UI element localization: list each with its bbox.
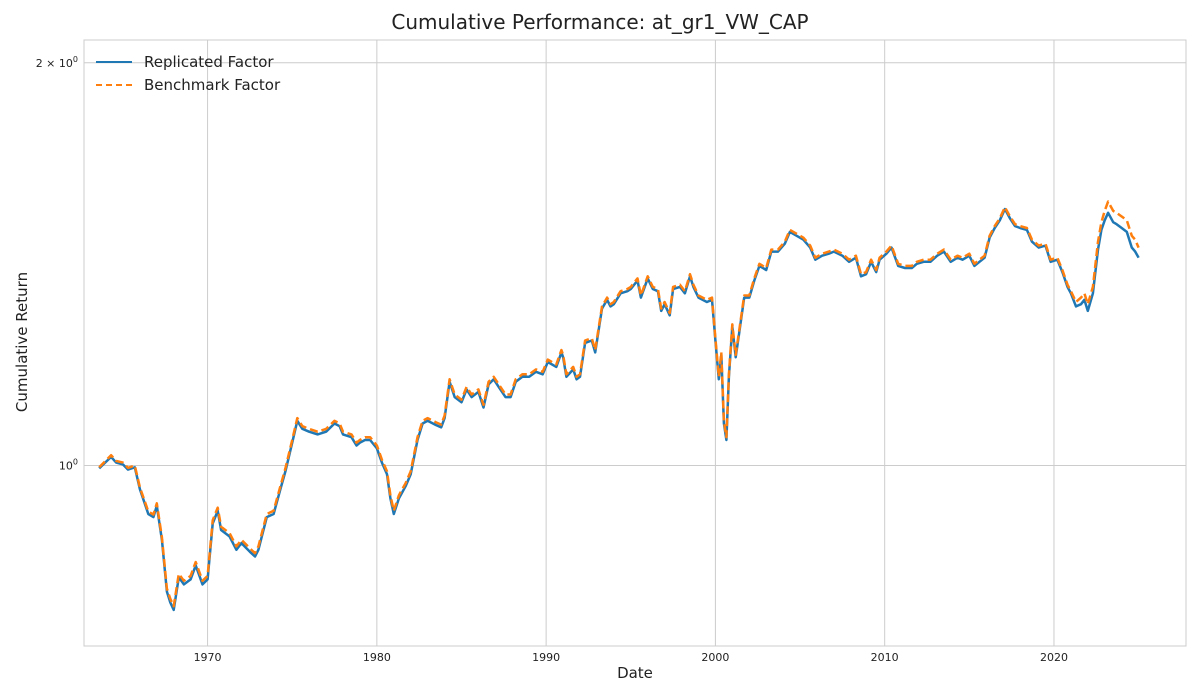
grid-lines (84, 40, 1186, 646)
x-tick-label: 2000 (701, 651, 729, 664)
x-tick-label: 1980 (363, 651, 391, 664)
legend-item-replicated: Replicated Factor (96, 50, 280, 73)
chart-title: Cumulative Performance: at_gr1_VW_CAP (391, 10, 809, 34)
plot-area (83, 39, 1187, 647)
series-line-benchmark (98, 200, 1140, 608)
x-tick-label: 2010 (871, 651, 899, 664)
legend-swatch-replicated (96, 60, 132, 63)
y-axis-label: Cumulative Return (13, 271, 31, 413)
x-tick-label: 1990 (532, 651, 560, 664)
legend: Replicated Factor Benchmark Factor (96, 50, 280, 96)
x-axis-label: Date (617, 664, 653, 682)
legend-label-benchmark: Benchmark Factor (144, 75, 281, 94)
series-lines (98, 200, 1140, 612)
x-tick-label: 2020 (1040, 651, 1068, 664)
legend-item-benchmark: Benchmark Factor (96, 73, 280, 96)
tick-labels: 1970 1980 1990 2000 2010 2020 100 2 × 100 (36, 55, 1068, 664)
y-tick-label: 100 (59, 458, 78, 473)
y-tick-label: 2 × 100 (36, 55, 78, 70)
x-tick-label: 1970 (194, 651, 222, 664)
legend-swatch-benchmark (96, 83, 132, 86)
legend-label-replicated: Replicated Factor (144, 52, 274, 71)
